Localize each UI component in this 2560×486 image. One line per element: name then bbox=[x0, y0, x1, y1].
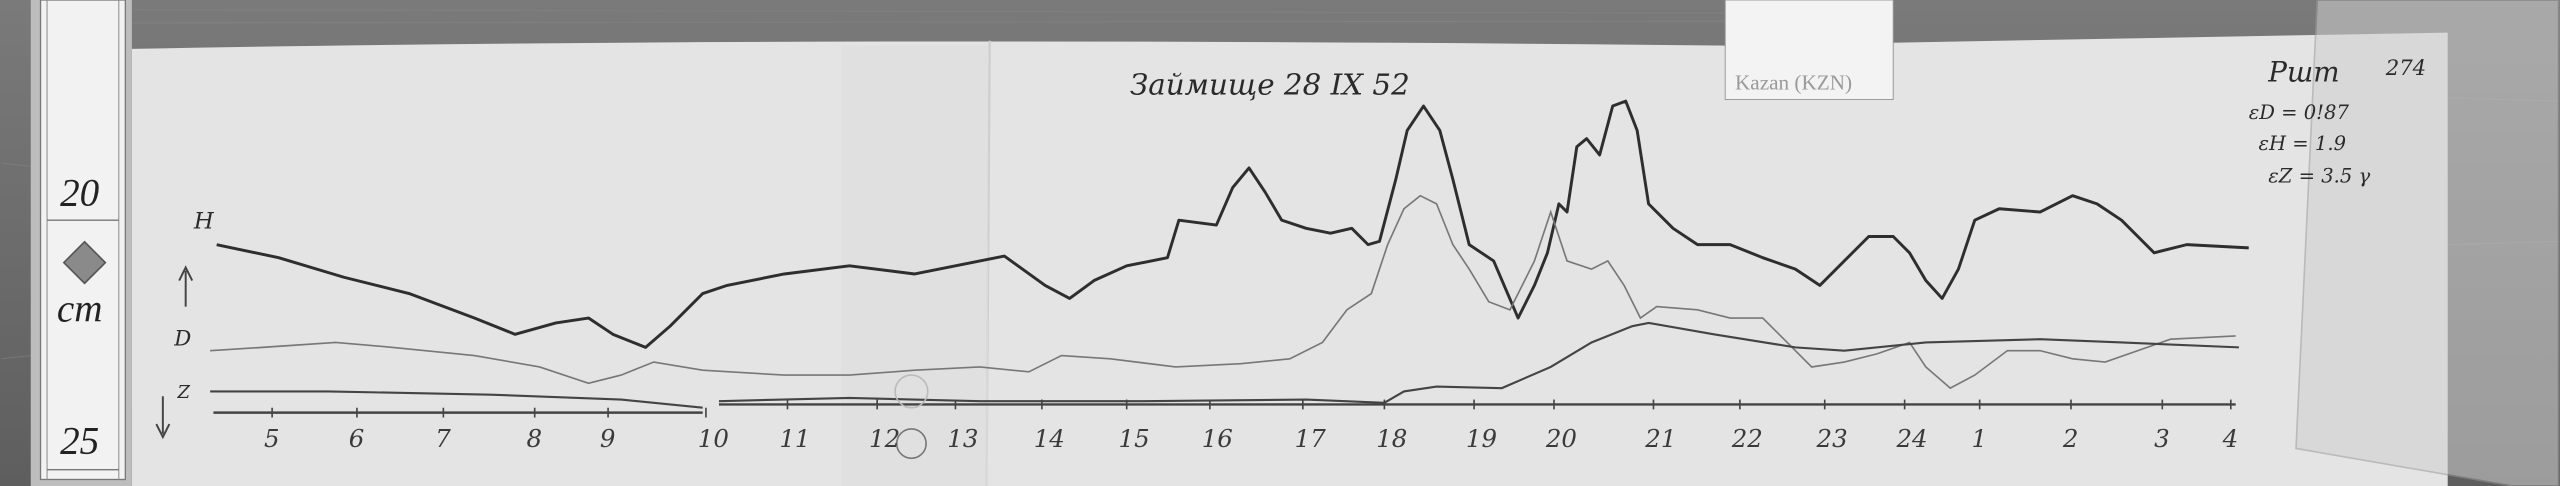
trace-h bbox=[216, 99, 2249, 349]
trace-d bbox=[210, 194, 2236, 390]
hour-label: 21 bbox=[1644, 424, 1676, 453]
hour-label: 22 bbox=[1731, 424, 1763, 453]
curve-label-d: D bbox=[173, 326, 191, 351]
hour-label: 8 bbox=[527, 424, 543, 453]
hour-label: 18 bbox=[1376, 424, 1407, 453]
hour-label: 24 bbox=[1895, 424, 1927, 453]
hour-label: 6 bbox=[349, 424, 365, 453]
hour-label: 3 bbox=[2154, 424, 2170, 453]
annotation-eps-d: εD = 0!87 bbox=[2249, 101, 2350, 124]
ruler-label-20: 20 bbox=[60, 171, 100, 214]
hour-label: 11 bbox=[779, 424, 810, 453]
hour-label: 16 bbox=[1202, 424, 1233, 453]
trace-z bbox=[210, 390, 703, 409]
ruler-label-25: 25 bbox=[60, 419, 99, 462]
station-card bbox=[1724, 0, 1894, 100]
hour-label: 15 bbox=[1119, 424, 1150, 453]
hour-label: 12 bbox=[869, 424, 900, 453]
hour-label: 17 bbox=[1295, 424, 1327, 453]
up-arrow-icon bbox=[178, 265, 194, 307]
hour-label: 4 bbox=[2222, 424, 2239, 453]
hour-label: 19 bbox=[1466, 424, 1497, 453]
scale-ruler: 20 cm 25 bbox=[30, 0, 132, 486]
annotation-header: Ршт bbox=[2267, 56, 2339, 89]
down-arrow-icon bbox=[155, 396, 171, 440]
hour-label: 13 bbox=[947, 424, 978, 453]
ruler-unit: cm bbox=[57, 287, 103, 330]
logo-icon bbox=[62, 240, 107, 285]
annotation-eps-h: εH = 1.9 bbox=[2259, 132, 2347, 155]
hour-label: 5 bbox=[264, 424, 280, 453]
hour-label: 14 bbox=[1034, 424, 1065, 453]
tape-strip bbox=[841, 45, 989, 486]
hour-label: 9 bbox=[600, 424, 616, 453]
station-label: Kazan (KZN) bbox=[1735, 71, 1852, 95]
hour-label: 7 bbox=[435, 424, 451, 453]
hour-label: 20 bbox=[1545, 424, 1577, 453]
record-title: Займище 28 IX 52 bbox=[1130, 68, 1410, 102]
paper-stain bbox=[895, 428, 927, 460]
trace-z-continued bbox=[718, 321, 2239, 404]
hour-label: 10 bbox=[698, 424, 729, 453]
annotation-eps-z: εZ = 3.5 γ bbox=[2268, 165, 2370, 188]
hour-label: 1 bbox=[1971, 424, 1987, 453]
hour-label: 2 bbox=[2062, 424, 2079, 453]
paper-stain bbox=[894, 374, 929, 409]
paper-sheet bbox=[131, 32, 2448, 486]
glass-plate bbox=[2295, 0, 2560, 486]
curve-label-z: Z bbox=[177, 382, 191, 403]
annotation-number: 274 bbox=[2385, 55, 2426, 80]
curve-label-h: H bbox=[193, 208, 215, 234]
hour-label: 23 bbox=[1816, 424, 1848, 453]
hour-labels: 5 6 7 8 9 10 11 12 13 14 15 16 17 18 19 20 21 22 23 24 1 2 3 4 bbox=[264, 399, 2239, 453]
